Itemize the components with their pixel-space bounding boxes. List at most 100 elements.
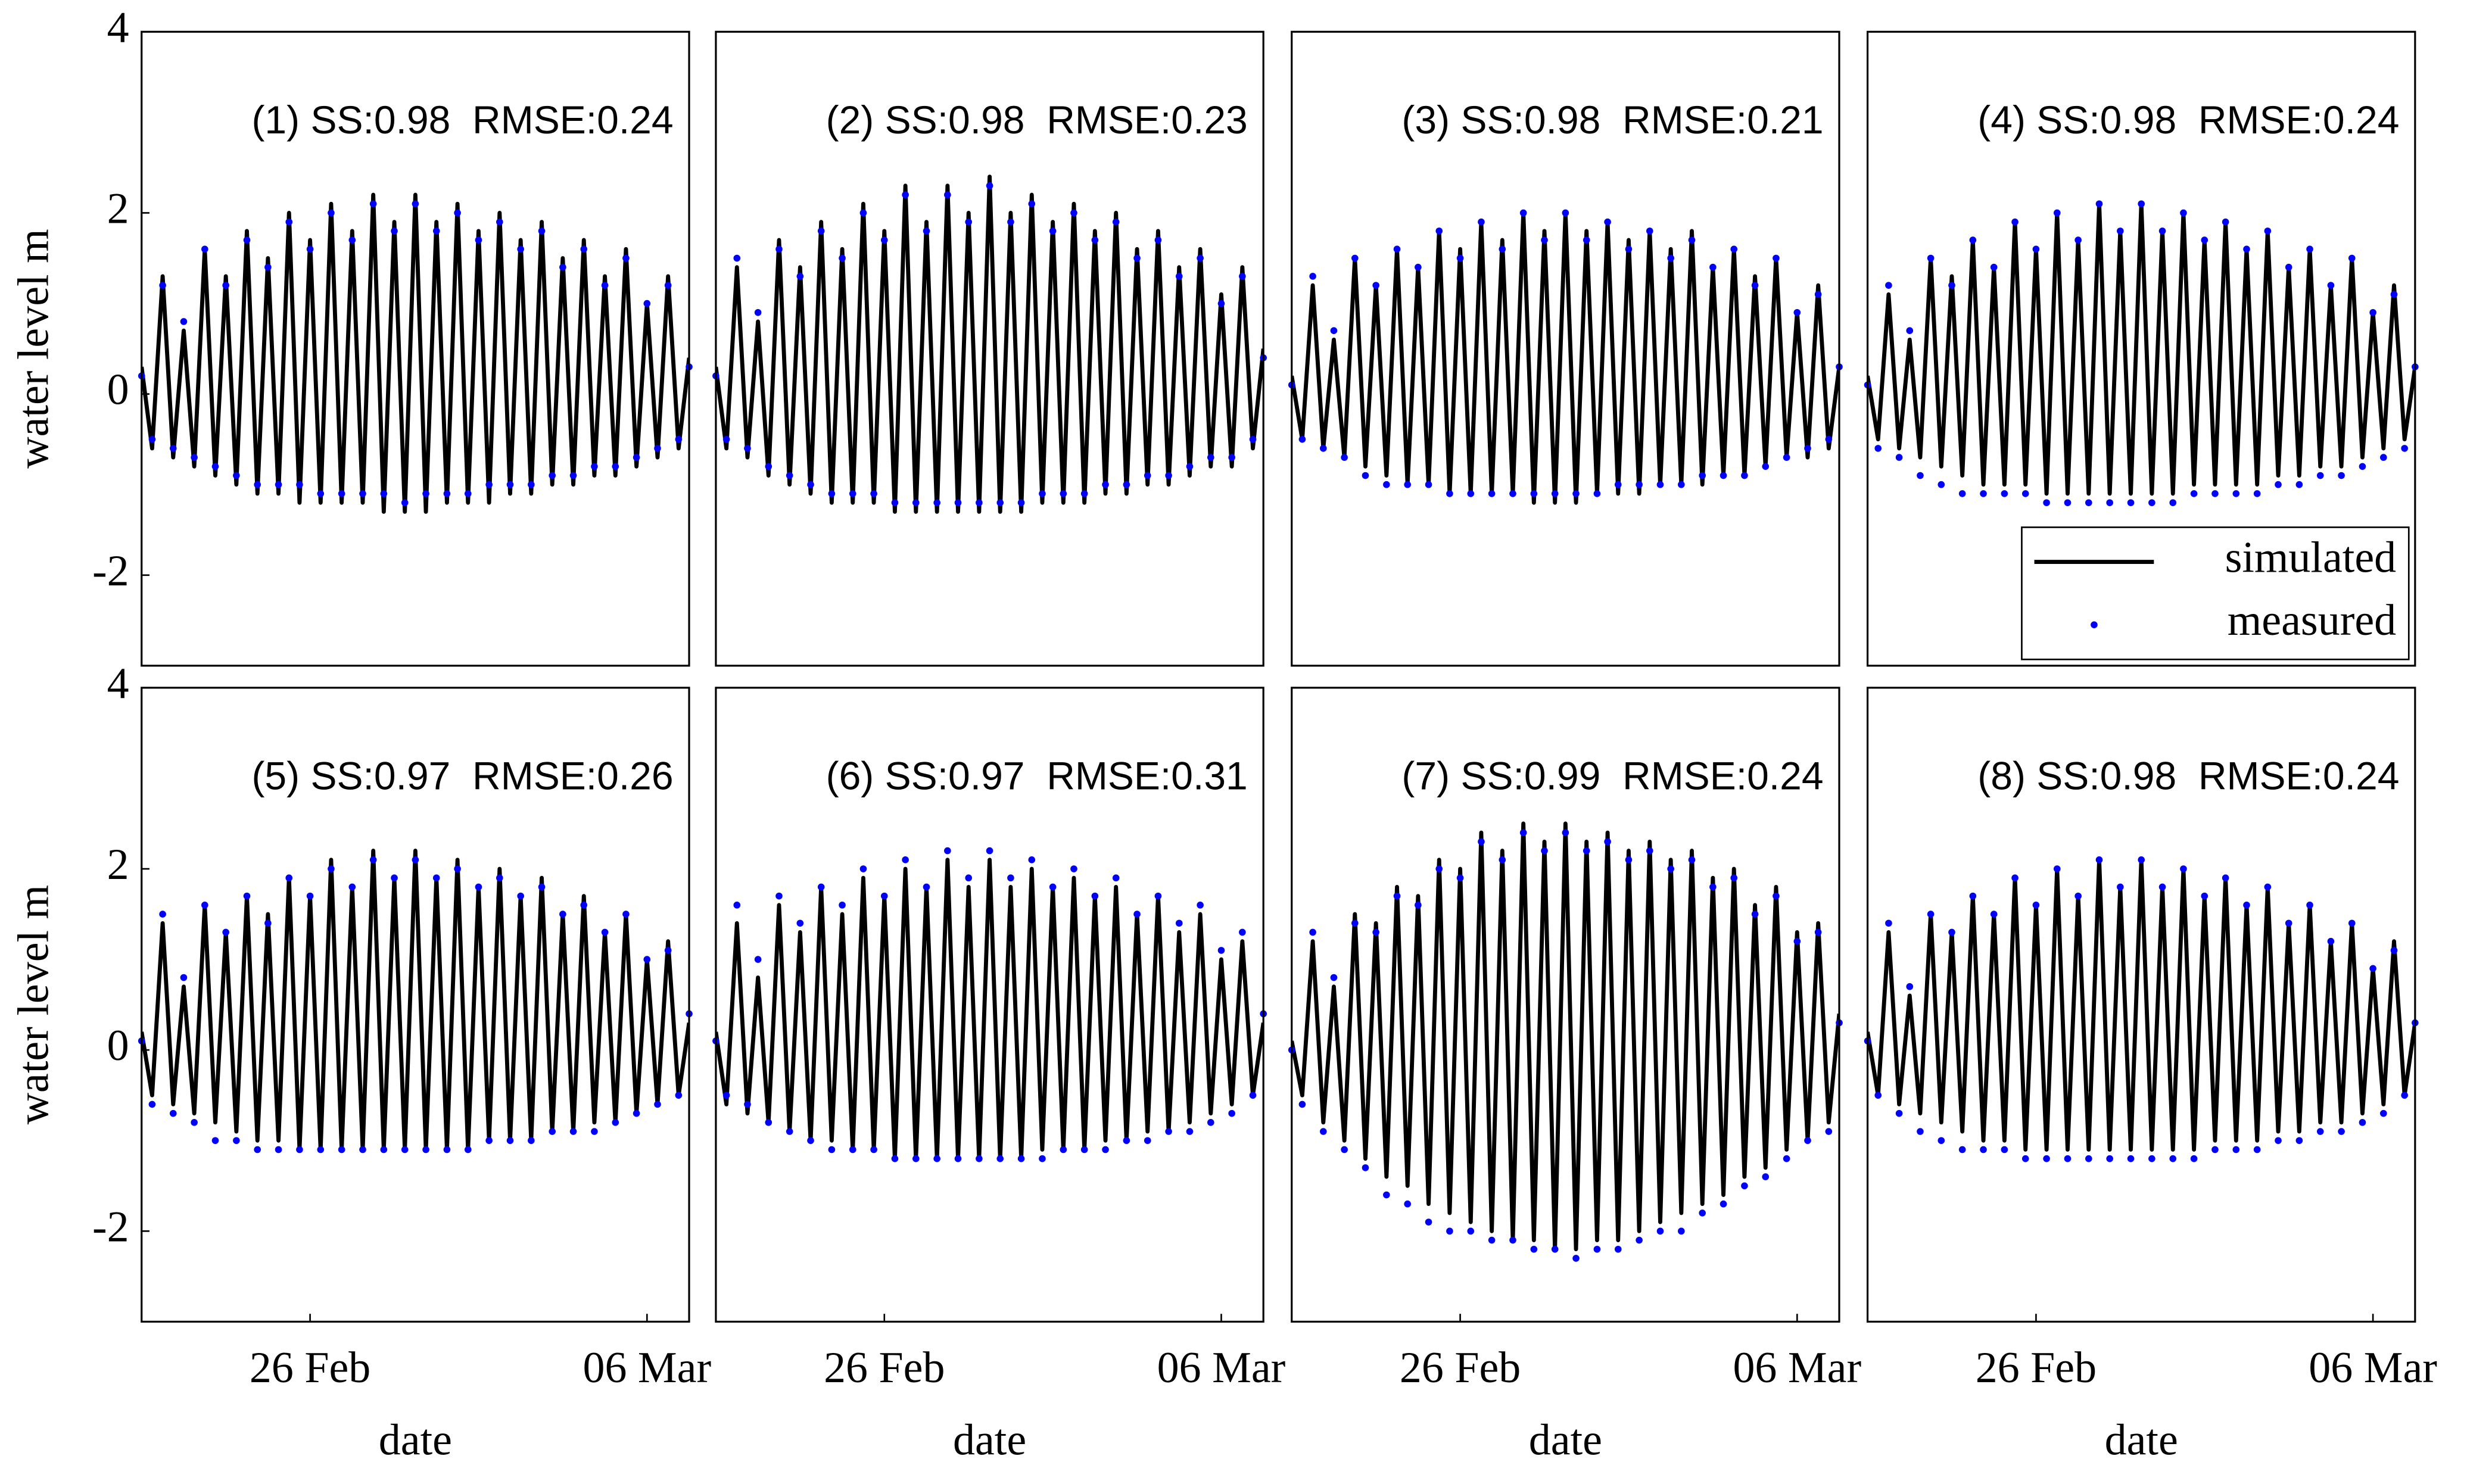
measured-point: [1309, 928, 1316, 936]
measured-point: [1446, 490, 1453, 497]
measured-point: [1249, 1092, 1257, 1099]
measured-point: [1814, 928, 1822, 936]
measured-point: [1793, 937, 1801, 945]
measured-point: [2001, 1146, 2008, 1153]
measured-point: [1319, 445, 1327, 452]
measured-point: [1593, 1245, 1601, 1253]
measured-point: [264, 263, 272, 271]
measured-point: [1804, 1137, 1811, 1145]
measured-point: [2169, 499, 2177, 506]
measured-point: [1969, 892, 1977, 900]
measured-point: [1102, 1146, 1109, 1153]
measured-point: [2043, 499, 2050, 506]
measured-point: [391, 874, 398, 882]
measured-point: [569, 472, 577, 479]
measured-point: [1165, 472, 1172, 479]
measured-point: [1948, 282, 1955, 289]
measured-point: [201, 902, 208, 909]
measured-point: [1017, 499, 1025, 506]
measured-point: [1614, 1245, 1622, 1253]
measured-point: [2074, 892, 2082, 900]
measured-point: [1885, 919, 1892, 927]
measured-point: [1614, 481, 1622, 488]
measured-point: [2043, 1155, 2050, 1162]
measured-point: [1435, 227, 1443, 235]
measured-point: [817, 227, 825, 235]
measured-point: [338, 490, 345, 497]
measured-point: [191, 1119, 198, 1126]
measured-point: [1814, 291, 1822, 298]
x-tick-label: 06 Mar: [583, 1343, 711, 1392]
measured-point: [849, 490, 856, 497]
y-tick-label: 0: [107, 1021, 129, 1070]
measured-point: [1007, 218, 1014, 226]
measured-point: [1186, 1128, 1194, 1135]
plot-frame: [1866, 30, 2416, 667]
measured-point: [1699, 472, 1706, 479]
measured-point: [1393, 892, 1401, 900]
measured-point: [2211, 490, 2219, 497]
measured-point: [1773, 254, 1780, 262]
y-tick-label: 4: [107, 2, 129, 51]
measured-point: [880, 236, 888, 244]
measured-point: [2127, 1155, 2135, 1162]
measured-point: [2327, 937, 2335, 945]
measured-point: [2379, 1109, 2387, 1117]
measured-point: [1958, 490, 1966, 497]
measured-point: [285, 874, 293, 882]
panel-title: (5) SS:0.97 RMSE:0.26: [251, 754, 673, 798]
measured-point: [1478, 838, 1485, 846]
measured-point: [285, 218, 293, 226]
measured-point: [2338, 1128, 2345, 1135]
measured-point: [264, 919, 272, 927]
measured-point: [1720, 1200, 1727, 1208]
measured-point: [1625, 245, 1633, 253]
measured-point: [1091, 236, 1099, 244]
measured-point: [1509, 1236, 1516, 1244]
measured-point: [1938, 1137, 1945, 1145]
measured-point: [359, 490, 366, 497]
measured-point: [2232, 1146, 2240, 1153]
measured-point: [2106, 1155, 2113, 1162]
measured-point: [1825, 435, 1833, 443]
measured-point: [2359, 463, 2366, 470]
measured-point: [1123, 1137, 1130, 1145]
measured-point: [1478, 218, 1485, 226]
measured-point: [1895, 1109, 1903, 1117]
measured-point: [1938, 481, 1945, 488]
panel-title: (6) SS:0.97 RMSE:0.31: [826, 754, 1248, 798]
measured-point: [2243, 902, 2250, 909]
measured-point: [1133, 254, 1141, 262]
measured-point: [1425, 481, 1432, 488]
measured-point: [1825, 1128, 1833, 1135]
measured-point: [2379, 454, 2387, 461]
measured-point: [275, 1146, 282, 1153]
plot-frame: [141, 30, 690, 667]
measured-point: [1144, 1137, 1151, 1145]
measured-point: [328, 865, 335, 872]
measured-point: [1362, 472, 1369, 479]
measured-point: [369, 856, 377, 863]
measured-point: [1593, 490, 1601, 497]
measured-point: [559, 911, 566, 918]
plot-area: [141, 32, 690, 666]
measured-point: [1741, 1182, 1748, 1190]
measured-point: [775, 892, 783, 900]
measured-point: [2264, 883, 2272, 891]
measured-point: [1456, 254, 1464, 262]
measured-point: [1874, 445, 1882, 452]
measured-point: [1186, 463, 1194, 470]
measured-point: [180, 318, 188, 325]
measured-point: [976, 499, 983, 506]
measured-point: [1488, 490, 1496, 497]
measured-point: [296, 481, 303, 488]
measured-point: [2369, 965, 2376, 972]
measured-point: [986, 847, 993, 855]
measured-point: [722, 435, 730, 443]
measured-point: [643, 300, 651, 307]
measured-point: [1699, 1209, 1706, 1217]
x-tick-label: 06 Mar: [2309, 1343, 2437, 1392]
measured-point: [2253, 1146, 2261, 1153]
